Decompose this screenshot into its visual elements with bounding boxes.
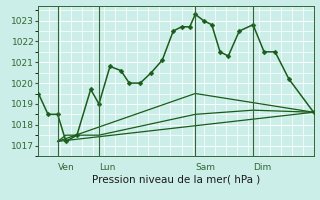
- Text: Sam: Sam: [195, 163, 215, 172]
- Text: Dim: Dim: [253, 163, 271, 172]
- Text: Ven: Ven: [58, 163, 75, 172]
- Text: Lun: Lun: [99, 163, 115, 172]
- X-axis label: Pression niveau de la mer( hPa ): Pression niveau de la mer( hPa ): [92, 175, 260, 185]
